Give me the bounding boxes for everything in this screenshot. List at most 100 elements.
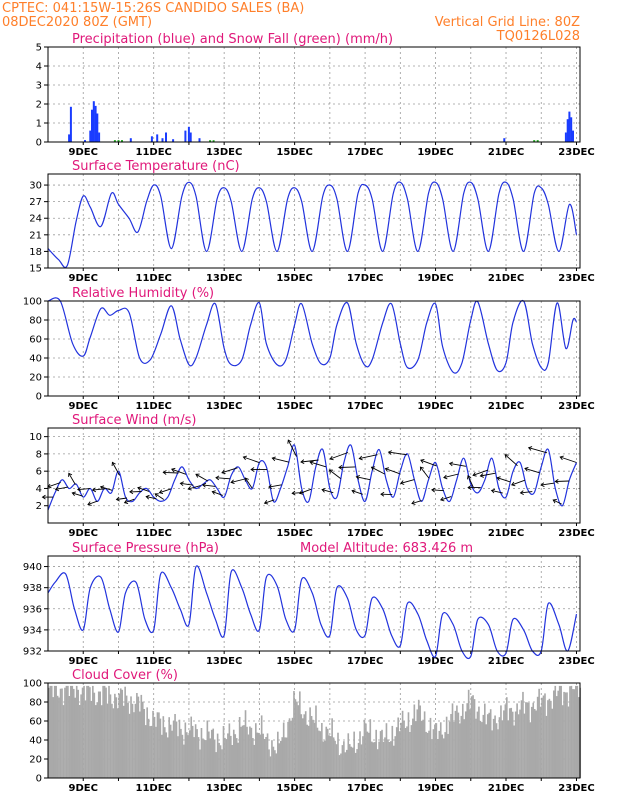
wind-vector-head <box>504 454 509 459</box>
wind-vector <box>400 479 415 484</box>
wind-vector-head <box>355 474 360 480</box>
cloud-bar <box>445 716 448 778</box>
cloud-bar <box>460 715 463 778</box>
temp-xtick-label: 21DEC <box>488 273 524 284</box>
cloud-bar <box>481 722 483 778</box>
cloud-bar <box>222 726 225 778</box>
cloud-bar <box>237 742 239 778</box>
cloud-bar <box>535 710 537 778</box>
wind-vector-head <box>472 472 477 477</box>
precip-xtick-label: 11DEC <box>136 147 172 158</box>
cloud-bar <box>81 687 84 778</box>
cloud-bar <box>108 685 110 778</box>
cloud-bar <box>225 739 228 778</box>
wind-vector <box>431 489 444 492</box>
snow-bar <box>117 140 120 142</box>
wind-vector <box>480 472 496 477</box>
wind-vector-head <box>351 489 356 494</box>
cloud-bar <box>146 707 148 778</box>
cloud-bar <box>370 741 373 778</box>
wind-vector <box>351 490 363 495</box>
cloud-bar <box>139 711 141 778</box>
precip-bar <box>198 138 201 142</box>
rh-xtick-label: 19DEC <box>417 401 453 412</box>
cloud-bar <box>434 724 436 778</box>
wind-vector <box>411 500 422 504</box>
wind-vector-head <box>201 482 207 488</box>
wind-vector-head <box>263 500 269 505</box>
wind-xtick-label: 11DEC <box>136 528 172 539</box>
wind-vector-head <box>338 465 343 470</box>
rh-xtick-label: 9DEC <box>69 401 98 412</box>
cloud-bar <box>378 741 380 778</box>
cloud-bar <box>321 723 323 778</box>
wind-vector-head <box>54 486 60 492</box>
rh-xtick-label: 13DEC <box>206 401 242 412</box>
wind-ytick-label: 10 <box>29 432 42 443</box>
cloud-bar <box>510 707 513 778</box>
cloud-bar <box>175 721 178 778</box>
cloud-bar <box>341 745 344 778</box>
cloud-bar <box>165 732 168 778</box>
cloud-bar <box>105 687 107 778</box>
cloud-bar <box>111 703 113 778</box>
wind-vector <box>443 473 459 479</box>
cloud-bar <box>178 719 181 778</box>
cloud-bar <box>59 688 62 778</box>
cloud-bar <box>94 705 97 778</box>
header-model-code: TQ0126L028 <box>496 29 580 44</box>
cloud-bar <box>199 749 201 778</box>
wind-xtick-label: 17DEC <box>347 528 383 539</box>
cloud-bar <box>172 720 175 778</box>
cloud-bar <box>384 737 386 778</box>
cloud-bar <box>184 722 187 778</box>
cloud-bar <box>572 689 574 778</box>
cloud-bar <box>247 734 250 778</box>
cloud-bar <box>153 716 156 778</box>
pressure-ytick-label: 938 <box>23 583 42 594</box>
cloud-bar <box>351 747 354 778</box>
wind-vector-head <box>242 455 248 461</box>
cloud-bar <box>403 720 405 778</box>
cloud-bar <box>479 720 482 778</box>
cloud-bar <box>136 693 138 778</box>
cloud-bar <box>379 731 382 778</box>
cloud-bar <box>470 696 473 778</box>
rh-xtick-label: 11DEC <box>136 401 172 412</box>
cloud-bar <box>372 742 375 778</box>
cloud-bar <box>114 693 116 778</box>
cloud-bar <box>567 706 570 778</box>
cloud-bar <box>240 726 242 778</box>
cloud-bar <box>253 744 256 778</box>
cloud-bar <box>205 740 207 778</box>
cloud-bar <box>319 731 322 778</box>
cloud-bar <box>97 691 100 778</box>
cloud-bar <box>84 700 87 778</box>
cloud-bar <box>238 717 241 778</box>
pressure-series-line <box>47 565 578 660</box>
cloud-bar <box>249 726 251 778</box>
cloud-bar <box>301 718 304 778</box>
cloud-bar <box>313 722 316 778</box>
cloud-bar <box>166 737 169 778</box>
cloud-bar <box>464 711 467 778</box>
cloud-bar <box>300 714 303 778</box>
precip-ytick-label: 1 <box>36 119 42 130</box>
cloud-bar <box>500 705 502 778</box>
cloud-bar <box>71 685 74 778</box>
cloud-bar <box>406 726 408 778</box>
wind-vector-head <box>411 500 416 505</box>
wind-vector-head <box>221 469 226 475</box>
temp-xtick-label: 17DEC <box>347 273 383 284</box>
precip-bar <box>184 130 187 142</box>
cloud-bar <box>288 718 291 778</box>
cloud-bar <box>169 724 172 778</box>
cloud-bar <box>227 733 229 778</box>
cloud-bar <box>109 694 112 778</box>
cloud-bar <box>219 745 222 778</box>
cloud-bar <box>143 709 146 778</box>
cloud-bar <box>257 732 260 778</box>
wind-vector <box>338 466 356 468</box>
cloud-bar <box>404 728 407 778</box>
cloud-bar <box>183 744 185 778</box>
